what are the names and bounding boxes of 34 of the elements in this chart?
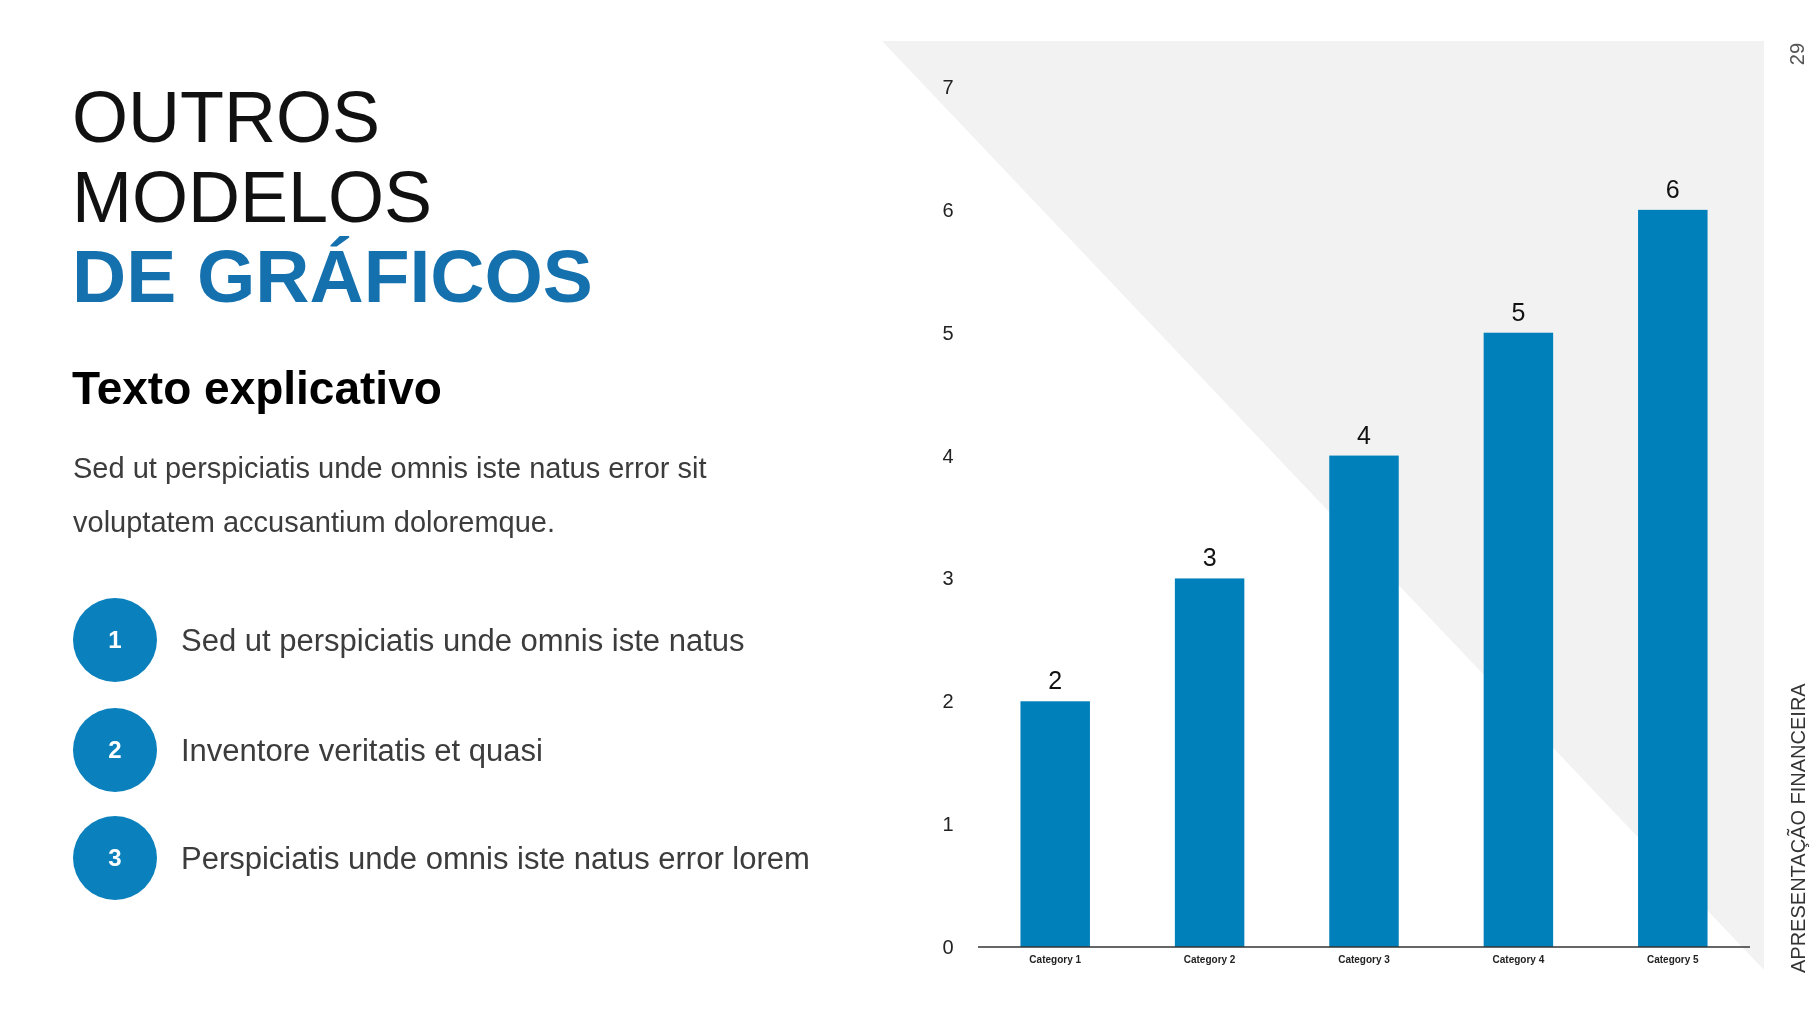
x-tick-label: Category 3 (1338, 954, 1391, 965)
text: Sed ut perspiciatis unde omnis iste natus error sit voluptatem accusantium doloremque. (73, 452, 707, 538)
text: 3 (108, 844, 122, 872)
text: APRESENTAÇÃO FINANCEIRA (1786, 682, 1809, 973)
y-tick-label: 1 (942, 813, 954, 836)
text: Inventore veritatis et quasi (181, 732, 543, 768)
data-label: 4 (1357, 420, 1372, 449)
text: 29 (1786, 42, 1808, 66)
text: Texto explicativo (72, 362, 442, 414)
x-tick-label: Category 2 (1183, 954, 1236, 965)
data-label: 5 (1511, 297, 1526, 326)
y-tick-label: 3 (942, 567, 954, 590)
x-tick-label: Category 4 (1492, 954, 1545, 965)
x-tick-label: Category 1 (1029, 954, 1082, 965)
y-tick-label: 0 (942, 936, 954, 958)
text: Perspiciatis unde omnis iste natus error lorem (181, 840, 810, 876)
bar (1329, 455, 1399, 947)
y-tick-label: 5 (942, 321, 954, 344)
bar (1020, 701, 1090, 947)
text: 1 (108, 626, 122, 654)
x-tick-label: Category 5 (1646, 954, 1700, 965)
bar (1638, 209, 1708, 947)
text: 2 (108, 736, 122, 764)
bar (1483, 332, 1554, 947)
text: Sed ut perspiciatis unde omnis iste natus (181, 622, 745, 658)
y-tick-label: 6 (942, 198, 954, 221)
data-label: 3 (1202, 543, 1217, 572)
y-tick-label: 4 (942, 444, 954, 467)
bar (1174, 578, 1245, 947)
text: OUTROS MODELOS DE GRÁFICOS (72, 77, 593, 318)
y-tick-label: 7 (942, 76, 954, 98)
data-label: 2 (1048, 666, 1063, 695)
y-tick-label: 2 (942, 690, 954, 713)
data-label: 6 (1665, 174, 1680, 203)
